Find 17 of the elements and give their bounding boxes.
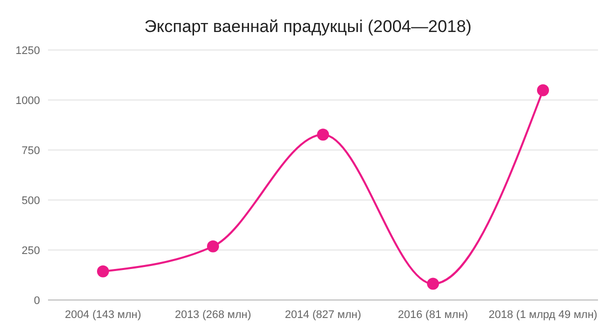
x-tick-label: 2014 (827 млн) bbox=[284, 309, 362, 321]
point bbox=[317, 128, 329, 141]
y-tick-label: 750 bbox=[22, 144, 40, 157]
y-tick-label: 250 bbox=[22, 244, 40, 257]
x-tick-label: 2004 (143 млн) bbox=[64, 309, 142, 321]
x-tick-label: 2013 (268 млн) bbox=[174, 309, 252, 321]
y-tick-label: 1250 bbox=[16, 44, 40, 57]
point bbox=[537, 84, 549, 96]
point bbox=[207, 240, 219, 252]
x-tick-label: 2016 (81 млн) bbox=[398, 309, 468, 321]
y-tick-label: 0 bbox=[34, 294, 40, 307]
y-tick-label: 1000 bbox=[16, 94, 40, 107]
x-tick-label: 2018 (1 млрд 49 млн) bbox=[488, 309, 598, 321]
point bbox=[427, 278, 439, 290]
chart-title: Экспарт ваеннай прадукцыі (2004—2018) bbox=[144, 17, 472, 36]
y-tick-label: 500 bbox=[22, 194, 40, 207]
point bbox=[97, 265, 109, 278]
